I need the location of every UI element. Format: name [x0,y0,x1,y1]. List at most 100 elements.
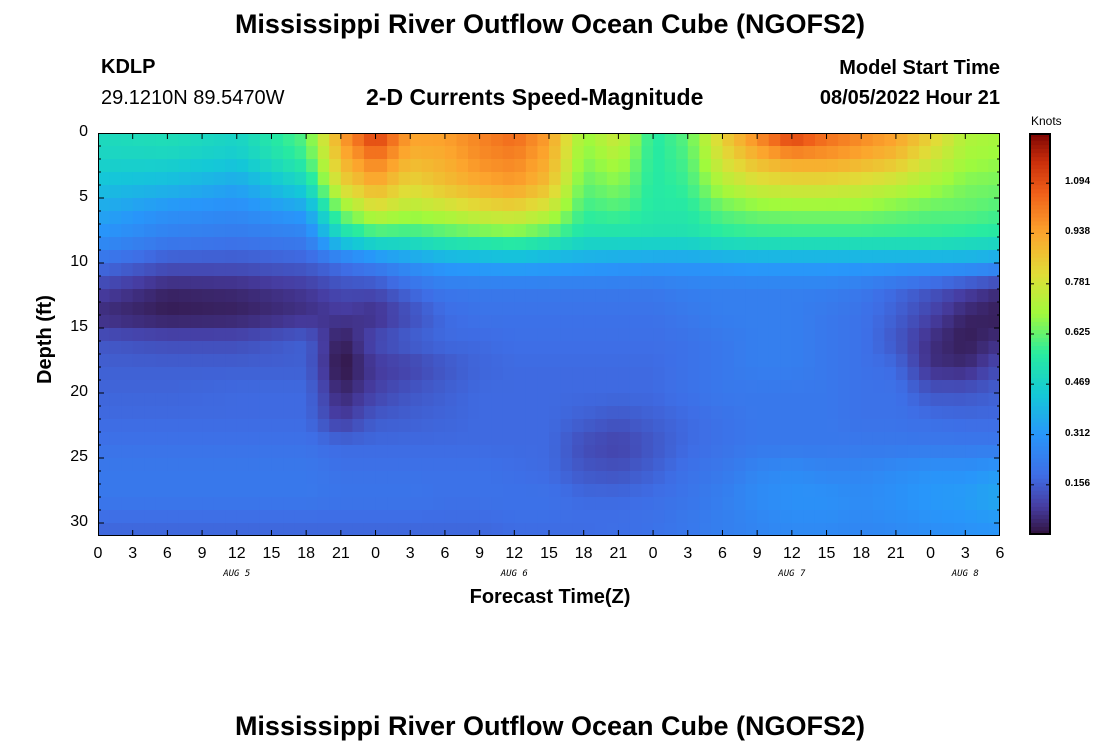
heatmap-cell [363,133,377,147]
heatmap-cell [283,523,296,536]
heatmap-cell [537,432,550,446]
heatmap-cell [699,328,712,342]
heatmap-cell [225,484,238,498]
heatmap-cell [618,133,631,147]
heatmap-cell [606,328,619,342]
heatmap-cell [595,146,608,160]
heatmap-cell [144,146,157,160]
heatmap-cell [283,263,296,277]
heatmap-cell [572,432,585,446]
heatmap-cell [294,276,307,290]
heatmap-cell [202,471,215,485]
heatmap-cell [444,510,458,524]
heatmap-cell [456,432,469,446]
x-tick-label: 9 [475,545,485,562]
x-tick-label: 9 [197,545,207,562]
heatmap-cell [236,367,249,381]
heatmap-cell [202,367,215,381]
heatmap-cell [502,380,515,394]
heatmap-cell [919,172,932,186]
heatmap-cell [861,224,874,238]
heatmap-cell [155,146,168,160]
heatmap-cell [895,185,909,199]
heatmap-cell [710,419,724,433]
heatmap-cell [768,276,781,290]
heatmap-cell [444,263,458,277]
heatmap-cell [167,367,180,381]
heatmap-cell [375,237,388,251]
heatmap-cell [468,289,481,303]
day-label: AUG 5 [223,569,251,579]
heatmap-cell [757,380,770,394]
heatmap-cell [653,458,666,472]
colorbar-step [1029,386,1051,391]
heatmap-cell [745,172,758,186]
heatmap-cell [98,211,111,225]
heatmap-cell [537,302,550,316]
heatmap-cell [259,133,273,147]
heatmap-cell [433,406,446,420]
heatmap-cell [653,224,666,238]
heatmap-cell [155,510,168,524]
heatmap-cell [780,510,793,524]
heatmap-cell [872,484,885,498]
heatmap-cell [884,432,897,446]
heatmap-cell [676,458,689,472]
heatmap-cell [340,198,354,212]
heatmap-cell [907,419,920,433]
heatmap-cell [780,146,793,160]
heatmap-cell [953,510,966,524]
heatmap-cell [352,302,365,316]
heatmap-cell [641,471,654,485]
heatmap-cell [352,185,365,199]
heatmap-cell [167,146,180,160]
heatmap-cell [340,393,354,407]
heatmap-cell [618,380,631,394]
heatmap-cell [780,341,793,355]
heatmap-cell [294,484,307,498]
colorbar-step [1029,281,1051,287]
heatmap-cell [213,328,226,342]
heatmap-cell [618,471,631,485]
heatmap-cell [699,419,712,433]
heatmap-cell [444,419,458,433]
heatmap-cell [653,289,666,303]
heatmap-cell [930,185,943,199]
heatmap-cell [491,133,504,147]
heatmap-cell [814,393,828,407]
colorbar-step [1029,293,1051,299]
x-tick-label: 6 [162,545,172,562]
heatmap-cell [514,458,527,472]
heatmap-cell [687,484,700,498]
heatmap-cell [410,224,423,238]
heatmap-cell [942,328,955,342]
heatmap-cell [953,159,966,173]
heatmap-cell [734,523,747,536]
heatmap-cell [456,328,469,342]
heatmap-cell [491,471,504,485]
heatmap-cell [826,406,839,420]
heatmap-cell [930,328,943,342]
heatmap-cell [514,471,527,485]
heatmap-cell [178,172,192,186]
heatmap-cell [664,458,677,472]
heatmap-cell [329,289,342,303]
heatmap-cell [514,198,527,212]
heatmap-cell [745,315,758,329]
heatmap-cell [410,380,423,394]
heatmap-cell [641,484,654,498]
colorbar-tick-label: 1.094 [1065,176,1091,188]
heatmap-cell [155,432,168,446]
heatmap-cell [653,302,666,316]
heatmap-cell [398,510,411,524]
heatmap-cell [629,406,643,420]
heatmap-cell [491,354,504,368]
heatmap-cell [653,367,666,381]
heatmap-cell [549,237,562,251]
colorbar-tick-label: 0.625 [1065,327,1091,338]
heatmap-cell [942,224,955,238]
heatmap-cell [468,250,481,264]
heatmap-cell [884,393,897,407]
heatmap-cell [606,497,619,511]
heatmap-cell [306,289,319,303]
